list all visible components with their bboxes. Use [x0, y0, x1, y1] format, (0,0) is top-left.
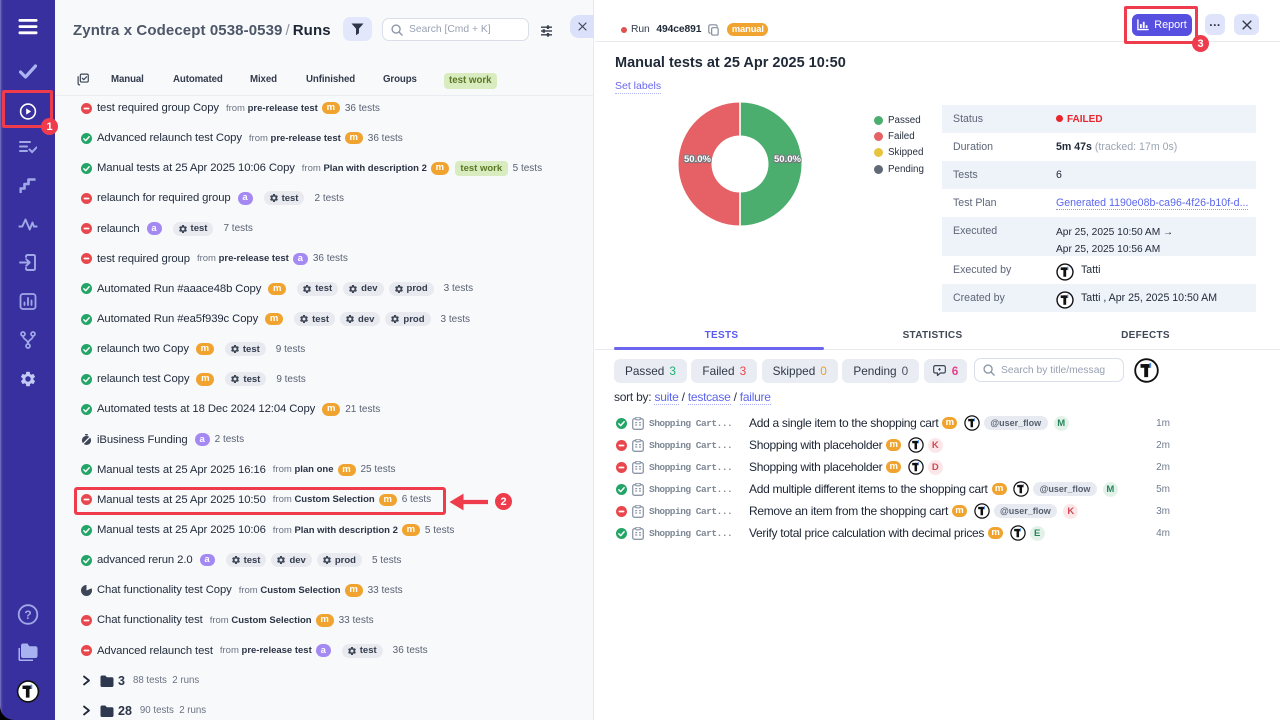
- svg-text:?: ?: [24, 608, 31, 622]
